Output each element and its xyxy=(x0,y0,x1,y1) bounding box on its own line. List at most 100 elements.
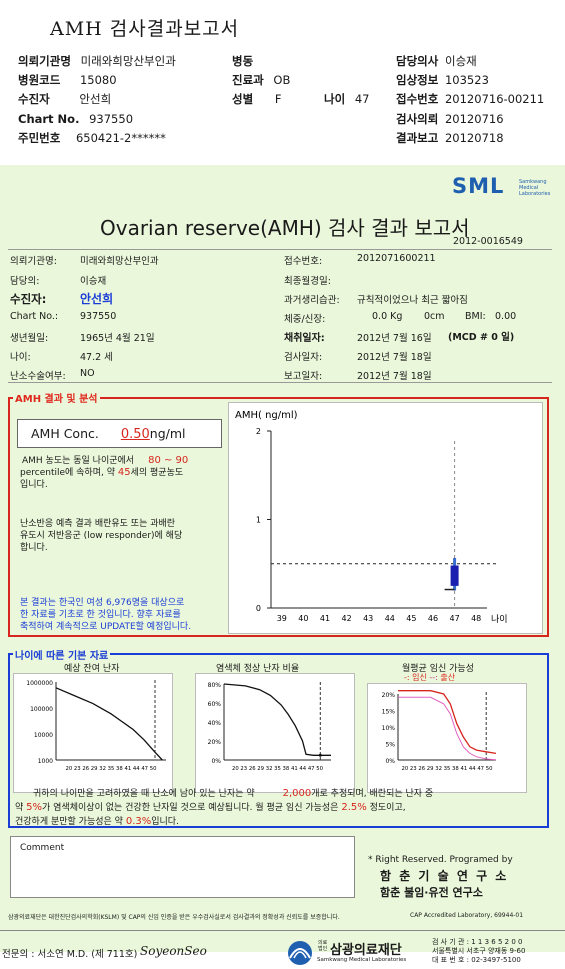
y-tick-label: 20% xyxy=(382,692,396,699)
header-label: 수진자 xyxy=(18,92,50,106)
header-label: 나이 xyxy=(324,92,346,106)
info-label: 나이: xyxy=(10,352,31,363)
amh-conc-box: AMH Conc. 0.50ng/ml xyxy=(17,419,222,448)
header-value: 안선희 xyxy=(79,92,112,106)
chart2: 80% 60% 40% 20% 0% 20 23 26 29 32 35 38 41 44… xyxy=(208,682,331,772)
x-tick-label: 46 xyxy=(428,614,438,623)
age-summary-text: 귀하의 나이만을 고려하였을 때 난소에 남아 있는 난자는 약 2,000개로 … xyxy=(15,787,545,829)
header-label: 성별 xyxy=(232,92,254,106)
divider xyxy=(8,249,552,250)
x-tick-label: 48 xyxy=(471,614,481,623)
y-axis-label: AMH( ng/ml) xyxy=(235,410,298,421)
y-tick-label: 80% xyxy=(208,682,222,689)
amh-conc-unit: ng/ml xyxy=(149,426,186,441)
sml-logo: SML Samkwang Medical Laboratories xyxy=(452,174,552,198)
info-value: 2012년 7월 18일 xyxy=(357,352,432,363)
info-value: 2012071600211 xyxy=(357,253,436,264)
birth-rate: 0.3% xyxy=(125,816,152,827)
divider xyxy=(8,382,552,383)
info-value: 0.00 xyxy=(495,311,517,322)
amh-chart-panel: AMH( ng/ml) 0 1 2 39 40 41 42 43 44 45 46 47 48 나이 xyxy=(228,402,543,634)
info-value: 937550 xyxy=(80,311,117,322)
text: 축적하여 계속적으로 UPDATE할 예정입니다. xyxy=(20,622,192,632)
info-label: Chart No.: xyxy=(10,311,59,322)
y-tick-label: 1000000 xyxy=(26,680,53,687)
info-value: 0cm xyxy=(424,311,445,322)
header-label: 병동 xyxy=(232,54,254,68)
page-title: AMH 검사결과보고서 xyxy=(50,18,240,40)
amh-paragraph-3: 본 결과는 한국인 여성 6,976명을 대상으로 한 자료를 기초로 한 것입… xyxy=(20,597,230,633)
age-data-frame xyxy=(8,653,549,828)
y-tick-label: 2 xyxy=(256,427,261,436)
header-label: 병원코드 xyxy=(18,73,61,87)
y-tick-label: 0 xyxy=(256,604,261,613)
foundation-name: 삼광의료재단 xyxy=(330,943,402,958)
text: 한 자료를 기초로 한 것입니다. 향후 자료를 xyxy=(20,610,181,620)
text: 약 xyxy=(15,803,24,813)
header-label: 임상정보 xyxy=(396,73,439,87)
text: 본 결과는 한국인 여성 6,976명을 대상으로 xyxy=(20,598,185,608)
header-value: 미래와희망산부인과 xyxy=(80,54,176,68)
header-value: 이승재 xyxy=(444,54,477,68)
text: 건강하게 분만할 가능성은 약 xyxy=(15,817,123,827)
amh-conc-value: 0.50 xyxy=(120,427,150,442)
header-label: Chart No. xyxy=(18,112,80,126)
x-axis-label: 나이 xyxy=(491,614,508,625)
institute-name-1: 함 춘 기 술 연 구 소 xyxy=(380,869,509,883)
chart3-panel: 20% 15% 10% 5% 0% 20 23 26 29 32 35 38 41 44 … xyxy=(367,683,527,793)
legend-pregnancy: -: 임신 xyxy=(404,673,427,682)
text: AMH 농도는 동일 나이군에서 xyxy=(22,456,135,466)
text: 정도이고, xyxy=(369,803,406,813)
header-label: 검사의뢰 xyxy=(396,112,439,126)
info-value: NO xyxy=(80,368,95,379)
info-label: 의뢰기관명: xyxy=(10,256,57,267)
info-value: 미래와희망산부인과 xyxy=(80,256,159,267)
text: 가 염색체이상이 없는 건강한 난자일 것으로 예상됩니다. 월 평균 임신 가… xyxy=(42,803,339,813)
x-tick-label: 41 xyxy=(320,614,330,623)
y-tick-label: 5% xyxy=(385,742,395,749)
institute-name-2: 함춘 불임·유전 연구소 xyxy=(380,886,483,899)
y-tick-label: 100000 xyxy=(30,706,53,713)
chart3-legend: -: 임신 --: 출산 xyxy=(404,672,455,683)
info-label: 과거생리습관: xyxy=(284,295,340,306)
y-tick-label: 20% xyxy=(208,739,222,746)
info-label: 채취일자: xyxy=(284,333,325,344)
info-label: 체중/신장: xyxy=(284,314,326,325)
x-tick-labels: 20 23 26 29 32 35 38 41 44 47 50 xyxy=(66,766,158,772)
x-tick-label: 40 xyxy=(298,614,308,623)
chart2-panel: 80% 60% 40% 20% 0% 20 23 26 29 32 35 38 41 44… xyxy=(195,673,355,793)
info-line: 검 사 기 관 : 1 1 3 6 5 2 0 0 xyxy=(432,938,523,946)
header-value: 15080 xyxy=(79,73,117,87)
range-bar xyxy=(450,565,459,586)
header-label: 주민번호 xyxy=(18,131,61,145)
chart2-title: 염색체 정상 난자 비율 xyxy=(216,664,300,674)
divider xyxy=(0,930,565,931)
info-label: 난소수술여부: xyxy=(10,371,66,382)
foundation-type: 의료법인 xyxy=(318,940,328,952)
comment-box: Comment xyxy=(10,836,355,898)
chart1-title: 예상 잔여 난자 xyxy=(64,664,120,674)
header-value: 20120718 xyxy=(444,131,504,145)
comment-label: Comment xyxy=(20,843,65,853)
header-label: 결과보고 xyxy=(396,131,439,145)
chart3: 20% 15% 10% 5% 0% 20 23 26 29 32 35 38 41 44 … xyxy=(382,690,497,772)
y-tick-label: 15% xyxy=(382,709,396,716)
cap-accreditation: CAP Accredited Laboratory, 69944-01 xyxy=(410,912,524,919)
amh-result-frame xyxy=(8,397,549,637)
info-value: 2012년 7월 16일 xyxy=(357,333,432,344)
x-tick-labels: 20 23 26 29 32 35 38 41 44 47 50 xyxy=(402,766,494,772)
y-tick-label: 10000 xyxy=(34,732,53,739)
y-tick-label: 0% xyxy=(385,758,395,765)
x-tick-label: 47 xyxy=(450,614,460,623)
header-label: 진료과 xyxy=(232,73,264,87)
report-number: 2012-0016549 xyxy=(453,236,523,247)
rights-text: * Right Reserved. Programed by xyxy=(368,855,513,865)
point xyxy=(318,753,322,757)
x-tick-label: 39 xyxy=(277,614,287,623)
birth-line xyxy=(398,696,497,761)
x-tick-label: 43 xyxy=(363,614,373,623)
y-tick-label: 1 xyxy=(256,516,261,525)
equivalent-age: 45 xyxy=(117,467,131,478)
header-value: 937550 xyxy=(89,112,134,126)
info-value: 2012년 7월 18일 xyxy=(357,371,432,382)
